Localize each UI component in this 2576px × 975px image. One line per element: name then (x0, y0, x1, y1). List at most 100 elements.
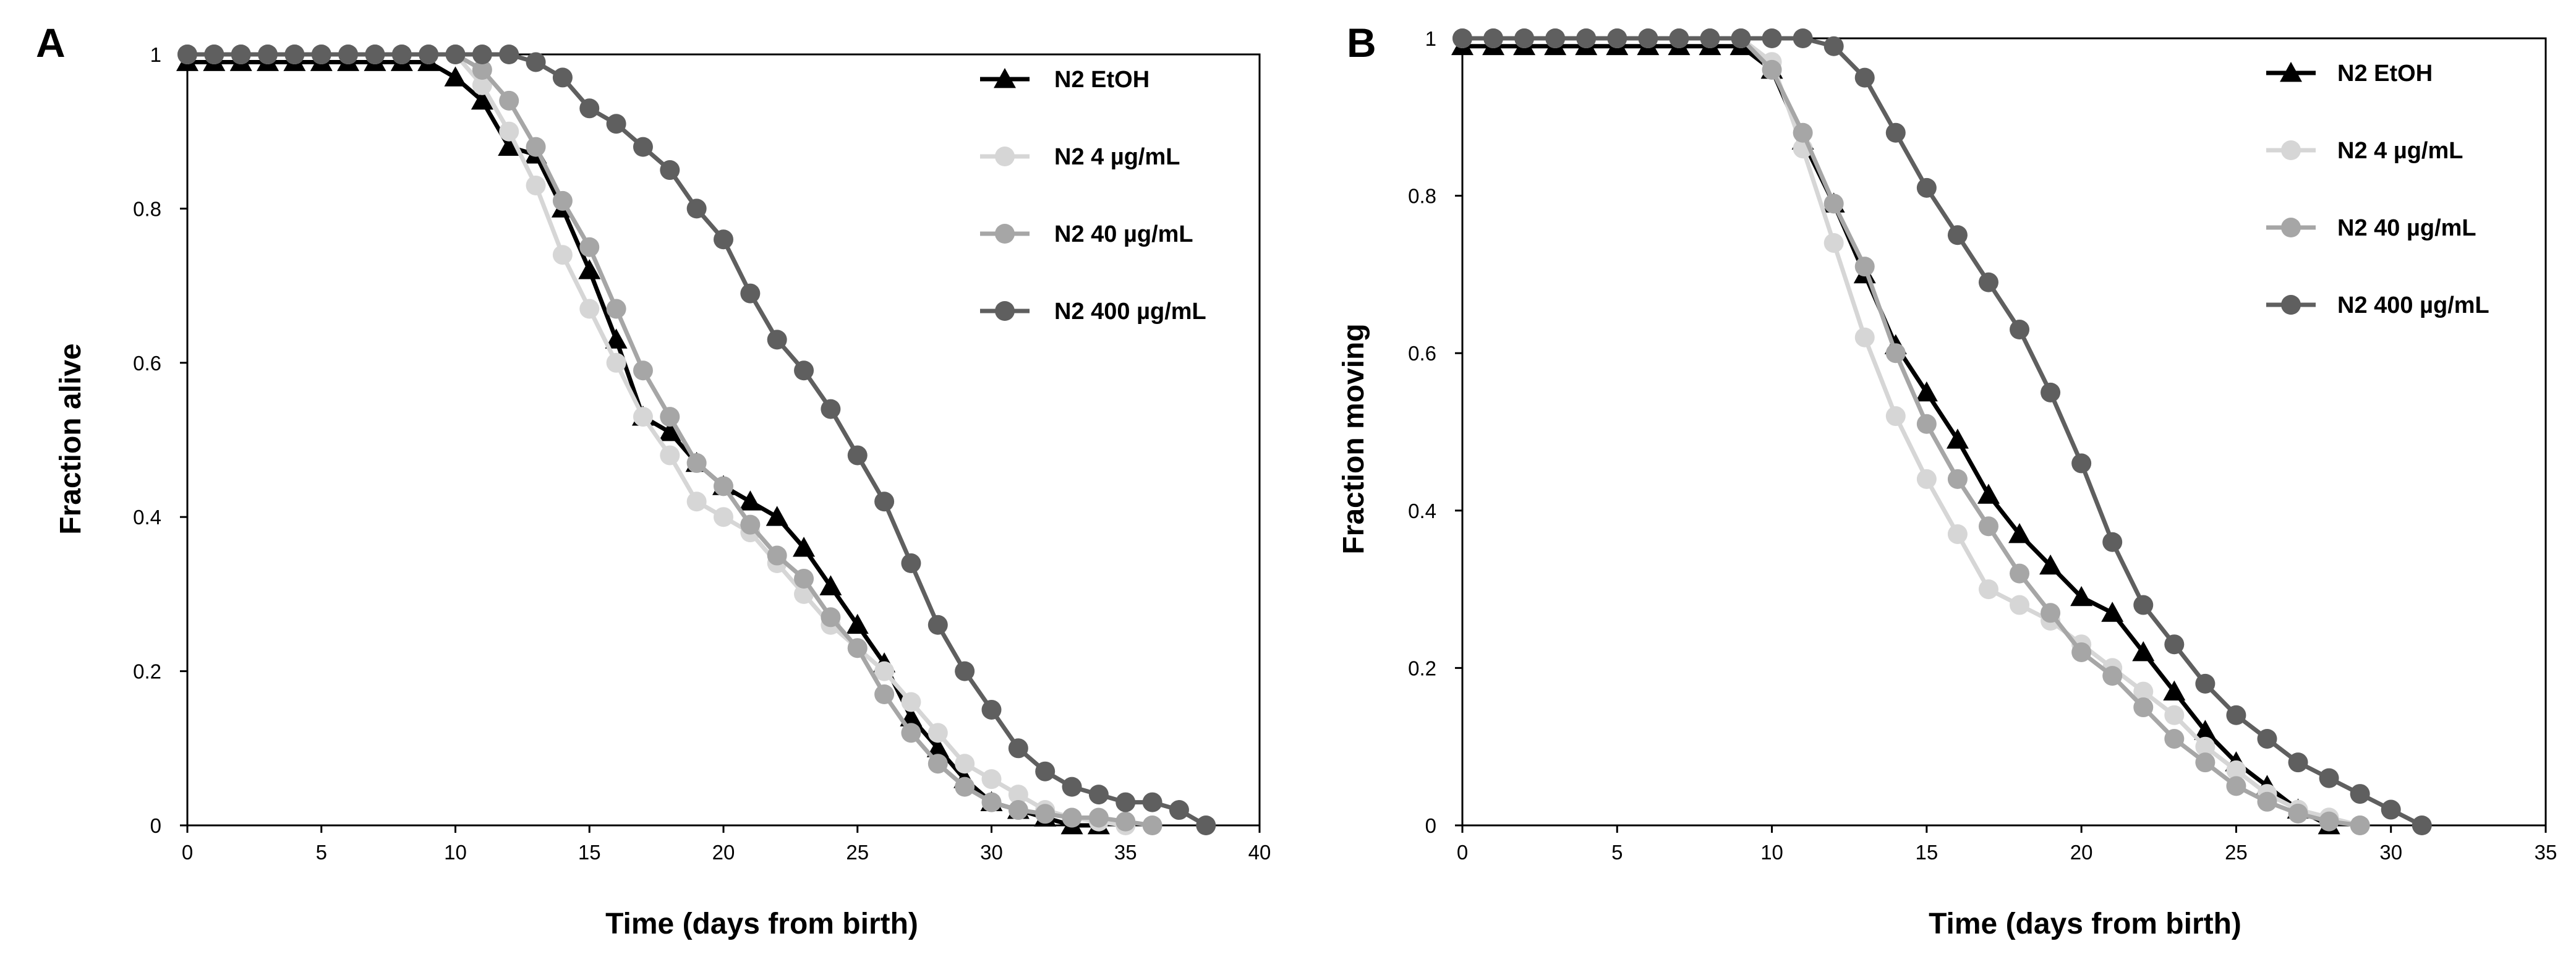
data-point (659, 421, 681, 441)
data-point (1823, 36, 1844, 56)
panel-a-letter: A (36, 20, 66, 66)
legend-marker-shape (2281, 218, 2301, 237)
legend-item: N2 40 µg/mL (2266, 215, 2476, 241)
data-point (1731, 28, 1751, 48)
data-point (1545, 28, 1566, 48)
data-point (794, 568, 814, 589)
data-point (1576, 28, 1597, 48)
data-point (311, 45, 331, 64)
data-point (552, 190, 573, 211)
data-point (606, 114, 626, 134)
data-point (1088, 807, 1109, 828)
data-point (1196, 815, 1216, 835)
data-point (793, 537, 816, 557)
data-point (2288, 752, 2308, 773)
x-tick-label: 35 (2535, 841, 2557, 864)
data-point (660, 407, 680, 427)
data-point (1452, 28, 1472, 48)
legend-item: N2 EtOH (2266, 61, 2433, 87)
legend-label: N2 4 µg/mL (1054, 144, 1180, 170)
data-point (1947, 469, 1968, 489)
panel-b-y-ticks: 0 0.2 0.4 0.6 0.8 1 (1408, 27, 1462, 837)
data-point (2412, 815, 2432, 835)
series-line (187, 59, 1099, 828)
data-point (660, 445, 680, 466)
x-tick-label: 15 (578, 841, 601, 864)
data-point (928, 615, 948, 635)
legend-marker-shape (995, 147, 1015, 166)
data-point (2102, 666, 2123, 686)
data-point (1762, 59, 1782, 80)
data-point (2319, 768, 2339, 788)
legend-label: N2 4 µg/mL (2337, 138, 2463, 164)
panel-a-series (176, 45, 1216, 835)
legend-marker (995, 224, 1015, 244)
data-point (526, 137, 546, 157)
legend-marker-shape (994, 68, 1016, 88)
data-point (2101, 602, 2124, 622)
panel-a: A 0 0.2 0.4 0.6 0.8 1 0 5 10 15 20 25 30 35 40 Fracti… (36, 20, 1271, 940)
panel-b-plot-frame (1461, 37, 2547, 827)
data-point (1885, 343, 1906, 364)
data-point (714, 229, 733, 250)
data-point (740, 283, 761, 304)
data-point (926, 737, 949, 757)
data-point (2039, 554, 2062, 575)
y-tick-label: 0.6 (1408, 342, 1436, 365)
data-point (2350, 815, 2370, 835)
x-tick-label: 35 (1114, 841, 1137, 864)
data-point (472, 59, 492, 80)
data-point (2195, 673, 2216, 694)
data-point (2194, 720, 2217, 740)
data-point (2133, 595, 2154, 615)
data-point (1638, 28, 1658, 48)
data-point (1854, 257, 1875, 277)
data-point (2257, 791, 2277, 812)
data-point (365, 45, 385, 64)
data-point (258, 45, 278, 64)
panel-a-plot-frame (186, 53, 1261, 827)
data-point (1977, 483, 2000, 504)
data-point (2071, 453, 2092, 474)
data-point (1008, 785, 1028, 805)
data-point (2319, 811, 2339, 832)
data-point (2381, 799, 2401, 820)
x-tick-label: 25 (2225, 841, 2248, 864)
data-point (2071, 642, 2092, 662)
series-group (177, 45, 1216, 835)
data-point (2195, 752, 2216, 773)
data-point (633, 137, 653, 157)
y-tick-label: 1 (1425, 27, 1436, 50)
y-tick-label: 1 (150, 43, 161, 66)
series-line (187, 52, 1208, 828)
data-point (1947, 225, 1968, 245)
data-point (1115, 792, 1136, 812)
legend-label: N2 EtOH (1054, 67, 1149, 93)
data-point (847, 445, 868, 466)
data-point (874, 684, 895, 705)
legend-marker (2281, 218, 2301, 237)
data-point (472, 45, 492, 64)
data-point (1169, 800, 1189, 820)
y-tick-label: 0.4 (133, 506, 161, 529)
data-point (981, 769, 1002, 790)
legend-marker-shape (2281, 140, 2301, 160)
legend-marker (2280, 62, 2302, 82)
data-point (1978, 272, 1998, 292)
data-point (1793, 28, 1813, 48)
data-point (2195, 736, 2216, 757)
y-tick-label: 0.6 (133, 352, 161, 375)
data-point (901, 723, 921, 743)
x-tick-label: 20 (2070, 841, 2093, 864)
panel-b-legend: N2 EtOH N2 4 µg/mL N2 40 µg/mL N2 400 µg… (2266, 61, 2489, 318)
data-point (499, 45, 519, 64)
legend-marker (2281, 140, 2301, 160)
data-point (2288, 803, 2308, 824)
panel-a-legend: N2 EtOH N2 4 µg/mL N2 40 µg/mL N2 400 µg… (980, 67, 1206, 325)
data-point (955, 777, 975, 797)
data-point (1947, 524, 1968, 544)
data-point (1062, 807, 1082, 828)
data-point (499, 90, 519, 111)
data-point (1978, 516, 1998, 537)
data-point (1008, 738, 1028, 759)
